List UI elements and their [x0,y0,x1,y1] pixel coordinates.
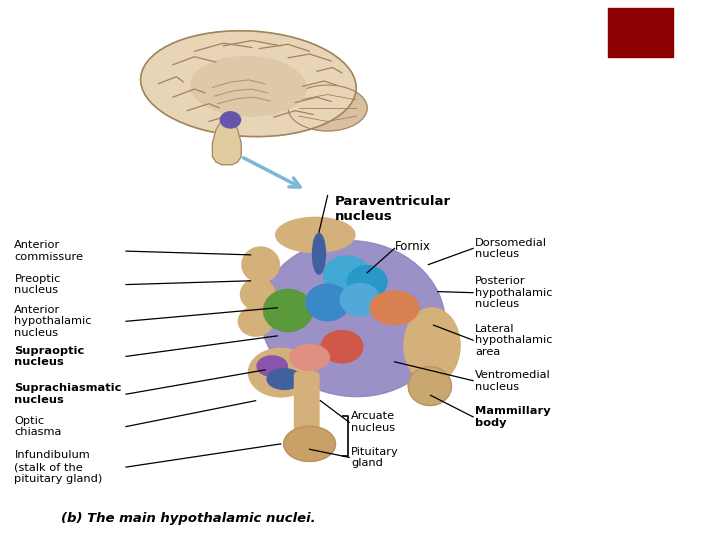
Ellipse shape [404,308,460,383]
Ellipse shape [312,233,325,274]
Ellipse shape [276,217,355,253]
Text: Anterior
commissure: Anterior commissure [14,240,84,262]
Ellipse shape [288,85,367,131]
Text: Paraventricular
nucleus: Paraventricular nucleus [335,195,451,224]
Text: Posterior
hypothalamic
nucleus: Posterior hypothalamic nucleus [475,276,553,309]
Text: Preoptic
nucleus: Preoptic nucleus [14,274,60,295]
Text: Arcuate
nucleus: Arcuate nucleus [351,411,395,433]
Text: Anterior
hypothalamic
nucleus: Anterior hypothalamic nucleus [14,305,92,338]
Text: Dorsomedial
nucleus: Dorsomedial nucleus [475,238,547,259]
Ellipse shape [191,57,306,116]
Ellipse shape [347,266,387,298]
Text: Fornix: Fornix [395,240,431,253]
Ellipse shape [248,348,313,397]
Text: Pituitary
gland: Pituitary gland [351,447,399,468]
FancyBboxPatch shape [294,372,319,433]
Text: Optic
chiasma: Optic chiasma [14,416,62,437]
Ellipse shape [321,330,363,363]
Ellipse shape [242,247,279,282]
Text: Infundibulum
(stalk of the
pituitary gland): Infundibulum (stalk of the pituitary gla… [14,450,103,484]
Ellipse shape [408,367,451,406]
Ellipse shape [324,256,370,295]
Ellipse shape [257,356,287,376]
Text: Ventromedial
nucleus: Ventromedial nucleus [475,370,551,392]
Ellipse shape [340,284,380,316]
Text: Lateral
hypothalamic
area: Lateral hypothalamic area [475,323,553,357]
Ellipse shape [220,112,240,128]
Ellipse shape [238,306,273,336]
Ellipse shape [240,279,275,310]
Text: Suprachiasmatic
nucleus: Suprachiasmatic nucleus [14,383,122,405]
Ellipse shape [289,345,330,370]
Text: (b) The main hypothalamic nuclei.: (b) The main hypothalamic nuclei. [61,512,316,525]
Ellipse shape [284,427,336,461]
Ellipse shape [264,289,312,332]
Ellipse shape [140,31,356,137]
Ellipse shape [370,291,419,325]
Text: Mammillary
body: Mammillary body [475,406,551,428]
Bar [608,8,673,57]
Ellipse shape [261,240,445,397]
Text: Supraoptic
nucleus: Supraoptic nucleus [14,346,85,367]
Ellipse shape [267,369,302,389]
Ellipse shape [306,284,349,321]
Polygon shape [212,118,241,165]
